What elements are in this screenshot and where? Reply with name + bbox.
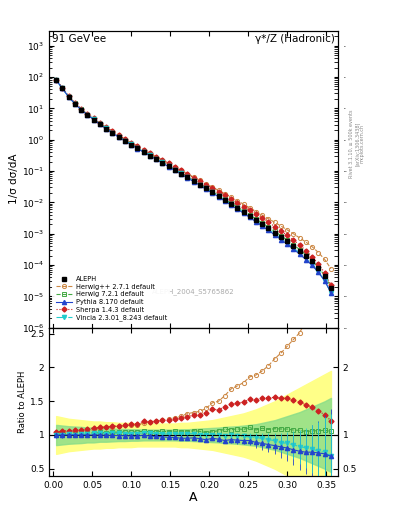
Text: Rivet 3.1.10, ≥ 500k events: Rivet 3.1.10, ≥ 500k events xyxy=(349,109,354,178)
Text: [arXiv:1306.3438]: [arXiv:1306.3438] xyxy=(355,121,360,165)
Legend: ALEPH, Herwig++ 2.7.1 default, Herwig 7.2.1 default, Pythia 8.170 default, Sherp: ALEPH, Herwig++ 2.7.1 default, Herwig 7.… xyxy=(52,272,171,324)
Y-axis label: Ratio to ALEPH: Ratio to ALEPH xyxy=(18,371,27,433)
X-axis label: A: A xyxy=(189,492,198,504)
Text: ALEPH_2004_S5765862: ALEPH_2004_S5765862 xyxy=(152,289,235,295)
Text: 91 GeV ee: 91 GeV ee xyxy=(52,34,106,44)
Text: γ*/Z (Hadronic): γ*/Z (Hadronic) xyxy=(255,34,335,44)
Text: mcplots.cern.ch: mcplots.cern.ch xyxy=(360,124,365,163)
Y-axis label: 1/σ dσ/dA: 1/σ dσ/dA xyxy=(9,154,19,204)
